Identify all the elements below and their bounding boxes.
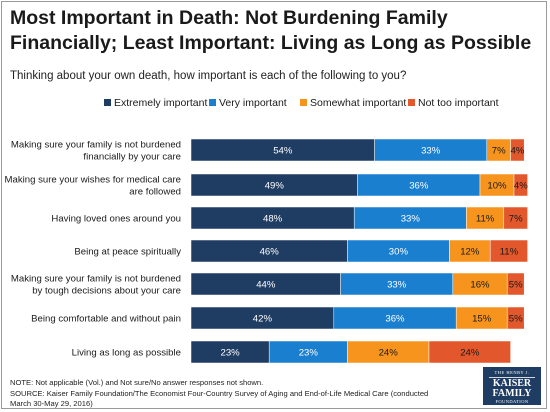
data-label: 16% [470,280,490,291]
legend-label: Somewhat important [310,97,406,109]
bar-segment [428,340,511,364]
data-label: 5% [509,280,523,291]
chart-subtitle: Thinking about your own death, how impor… [10,70,407,82]
bar-segment [503,206,528,230]
category-label-line: Living as long as possible [72,348,181,359]
legend-swatch [408,99,415,106]
legend-label: Not too important [418,97,499,109]
category-label: Making sure your family is not burdened b… [11,274,181,297]
logo-line-2a: KAISER [492,378,532,389]
category-label: Living as long as possible [72,348,181,359]
legend-swatch [300,99,307,106]
logo-rule [489,377,535,378]
data-label: 4% [514,181,528,192]
bar-segment [489,239,528,263]
category-label: Being comfortable and without pain [31,314,181,325]
data-label: 54% [273,146,293,157]
data-label: 23% [220,348,240,359]
data-label: 24% [460,348,480,359]
data-label: 24% [379,348,399,359]
data-label: 4% [510,146,524,157]
data-label: 12% [460,247,480,258]
category-label-line: financially by your care [83,152,181,163]
logo-line-1: THE HENRY J. [494,370,530,375]
data-label: 33% [387,280,407,291]
data-label: 15% [472,314,492,325]
category-label-line: are followed [129,187,181,198]
chart-title: Most Important in Death: Not Burdening F… [10,7,532,54]
data-label: 36% [385,314,405,325]
bar-segment [510,138,525,162]
bar-segment [506,306,525,330]
data-label: 48% [263,214,283,225]
category-label-line: Making sure your wishes for medical care [5,175,182,186]
data-label: 42% [253,314,273,325]
data-label: 44% [256,280,276,291]
bar-segment [513,173,528,197]
category-label-line: Being at peace spiritually [74,247,181,258]
legend-label: Extremely important [114,97,207,109]
category-label: Making sure your family is not burdened f… [11,140,181,163]
legend-item: Very important [209,97,287,109]
data-label: 11% [476,214,495,225]
data-label: 7% [509,214,523,225]
category-label-line: Making sure your family is not burdened [11,140,181,151]
legend-item: Not too important [408,97,499,109]
legend-swatch [209,99,216,106]
data-label: 7% [492,146,506,157]
kff-logo: THE HENRY J. KAISER FAMILY FOUNDATION [483,367,541,405]
bar-segment [506,272,525,296]
logo-line-2b: FAMILY [492,388,532,399]
data-label: 10% [487,181,507,192]
legend-label: Very important [219,97,287,109]
category-label-line: Having loved ones around you [51,214,181,225]
data-label: 46% [260,247,280,258]
legend-item: Somewhat important [300,97,406,109]
category-label-line: Making sure your family is not burdened [11,274,181,285]
data-label: 23% [299,348,319,359]
category-label: Being at peace spiritually [74,247,181,258]
legend-item: Extremely important [104,97,207,109]
chart-footnote: NOTE: Not applicable (Vol.) and Not sure… [10,378,450,410]
logo-line-3: FOUNDATION [495,399,529,404]
data-label: 30% [389,247,409,258]
data-label: 33% [421,146,441,157]
category-label-line: Being comfortable and without pain [31,314,181,325]
data-label: 33% [401,214,421,225]
note-text: NOTE: Not applicable (Vol.) and Not sure… [10,378,264,387]
category-label-line: by tough decisions about your care [32,286,181,297]
data-label: 49% [265,181,285,192]
legend-swatch [104,99,111,106]
category-label: Making sure your wishes for medical care… [5,175,182,198]
data-label: 36% [409,181,429,192]
data-label: 11% [500,247,519,258]
source-text: SOURCE: Kaiser Family Foundation/The Eco… [10,388,429,409]
data-label: 5% [509,314,523,325]
category-label: Having loved ones around you [51,214,181,225]
